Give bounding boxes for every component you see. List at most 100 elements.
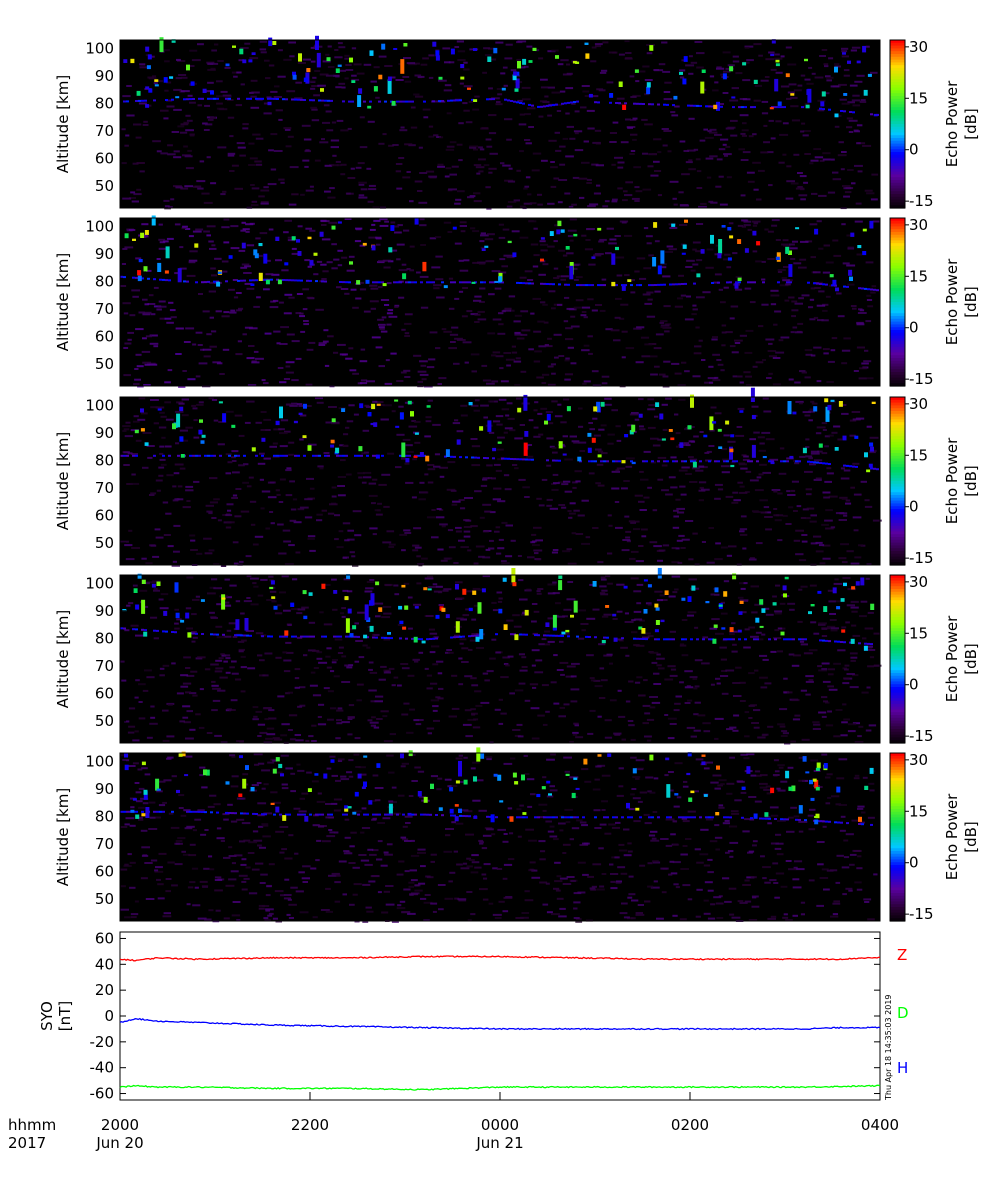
echo-cell (792, 638, 795, 641)
noise-cell (524, 113, 531, 116)
noise-cell (810, 354, 816, 357)
noise-cell (864, 505, 873, 508)
echo-blob (643, 609, 648, 614)
noise-cell (703, 128, 708, 131)
noise-cell (848, 119, 858, 122)
colorbar-step (890, 152, 905, 156)
echo-cell (234, 454, 237, 457)
noise-cell (405, 444, 413, 447)
echo-blob (687, 596, 692, 602)
echo-blob (621, 285, 626, 291)
echo-cell (636, 637, 639, 640)
noise-cell (642, 152, 649, 155)
noise-cell (533, 426, 539, 429)
noise-cell (435, 585, 443, 588)
noise-cell (657, 151, 662, 154)
echo-blob (705, 601, 710, 604)
noise-cell (160, 593, 169, 596)
noise-cell (152, 555, 160, 558)
noise-cell (716, 359, 722, 361)
echo-cell (630, 284, 633, 287)
echo-cell (396, 100, 399, 103)
noise-cell (795, 553, 804, 556)
noise-cell (547, 583, 557, 586)
noise-cell (616, 274, 623, 277)
echo-blob (565, 629, 570, 633)
noise-cell (428, 175, 438, 178)
echo-blob (647, 584, 652, 588)
noise-cell (196, 552, 203, 555)
noise-cell (186, 119, 193, 122)
noise-cell (567, 510, 572, 512)
noise-cell (136, 162, 145, 164)
noise-cell (602, 205, 609, 208)
echo-cell (195, 454, 198, 457)
echo-blob (273, 605, 278, 610)
noise-cell (650, 174, 659, 177)
noise-cell (240, 690, 246, 693)
noise-cell (562, 137, 569, 140)
noise-cell (830, 627, 839, 630)
noise-cell (803, 652, 813, 655)
colorbar-step (890, 594, 905, 598)
echo-cell (216, 97, 219, 100)
noise-cell (246, 575, 252, 578)
colorbar-step (890, 76, 905, 80)
echo-cell (834, 640, 837, 643)
echo-blob (145, 86, 150, 90)
colorbar-step (890, 70, 905, 75)
noise-cell (642, 293, 651, 296)
noise-cell (324, 164, 333, 167)
noise-cell (221, 564, 227, 567)
echo-blobs (123, 35, 878, 118)
noise-cell (356, 72, 365, 75)
noise-cell (797, 84, 803, 87)
noise-cell (851, 610, 858, 613)
noise-cell (800, 585, 808, 588)
noise-cell (813, 148, 822, 151)
noise-cell (323, 104, 330, 107)
noise-cell (346, 269, 355, 272)
noise-cell (345, 192, 351, 195)
echo-cell (288, 279, 291, 282)
noise-cell (454, 46, 460, 48)
noise-cell (782, 122, 789, 125)
noise-cell (688, 440, 695, 443)
echo-blob (403, 43, 408, 47)
noise-cell (851, 624, 857, 627)
noise-cell (149, 363, 158, 366)
noise-cell (767, 350, 777, 352)
noise-cell (375, 513, 383, 516)
echo-blob (363, 634, 368, 639)
noise-cell (365, 405, 372, 408)
noise-cell (484, 54, 493, 57)
echo-layer (120, 627, 873, 646)
noise-cell (363, 476, 372, 479)
echo-blob (824, 398, 829, 403)
noise-cell (685, 161, 693, 164)
echo-cell (528, 103, 531, 106)
noise-cell (742, 61, 750, 64)
echo-cell (639, 284, 642, 287)
noise-cell (530, 312, 535, 315)
echo-cell (300, 279, 303, 282)
echo-blob (472, 590, 477, 595)
noise-cell (634, 681, 641, 684)
colorbar-step (890, 433, 905, 437)
echo-cell (312, 454, 315, 457)
noise-cell (866, 192, 875, 195)
noise-cell (217, 146, 227, 149)
echo-cell (672, 460, 675, 463)
noise-cell (721, 448, 728, 451)
echo-cell (243, 454, 246, 457)
noise-cell (813, 459, 823, 462)
noise-cell (166, 735, 175, 738)
heatmap-background (120, 40, 880, 208)
colorbar-step (890, 234, 905, 239)
colorbar-step (890, 56, 905, 61)
noise-cell (427, 481, 434, 484)
noise-cell (856, 346, 865, 349)
noise-cell (600, 424, 607, 427)
noise-cell (575, 276, 583, 279)
